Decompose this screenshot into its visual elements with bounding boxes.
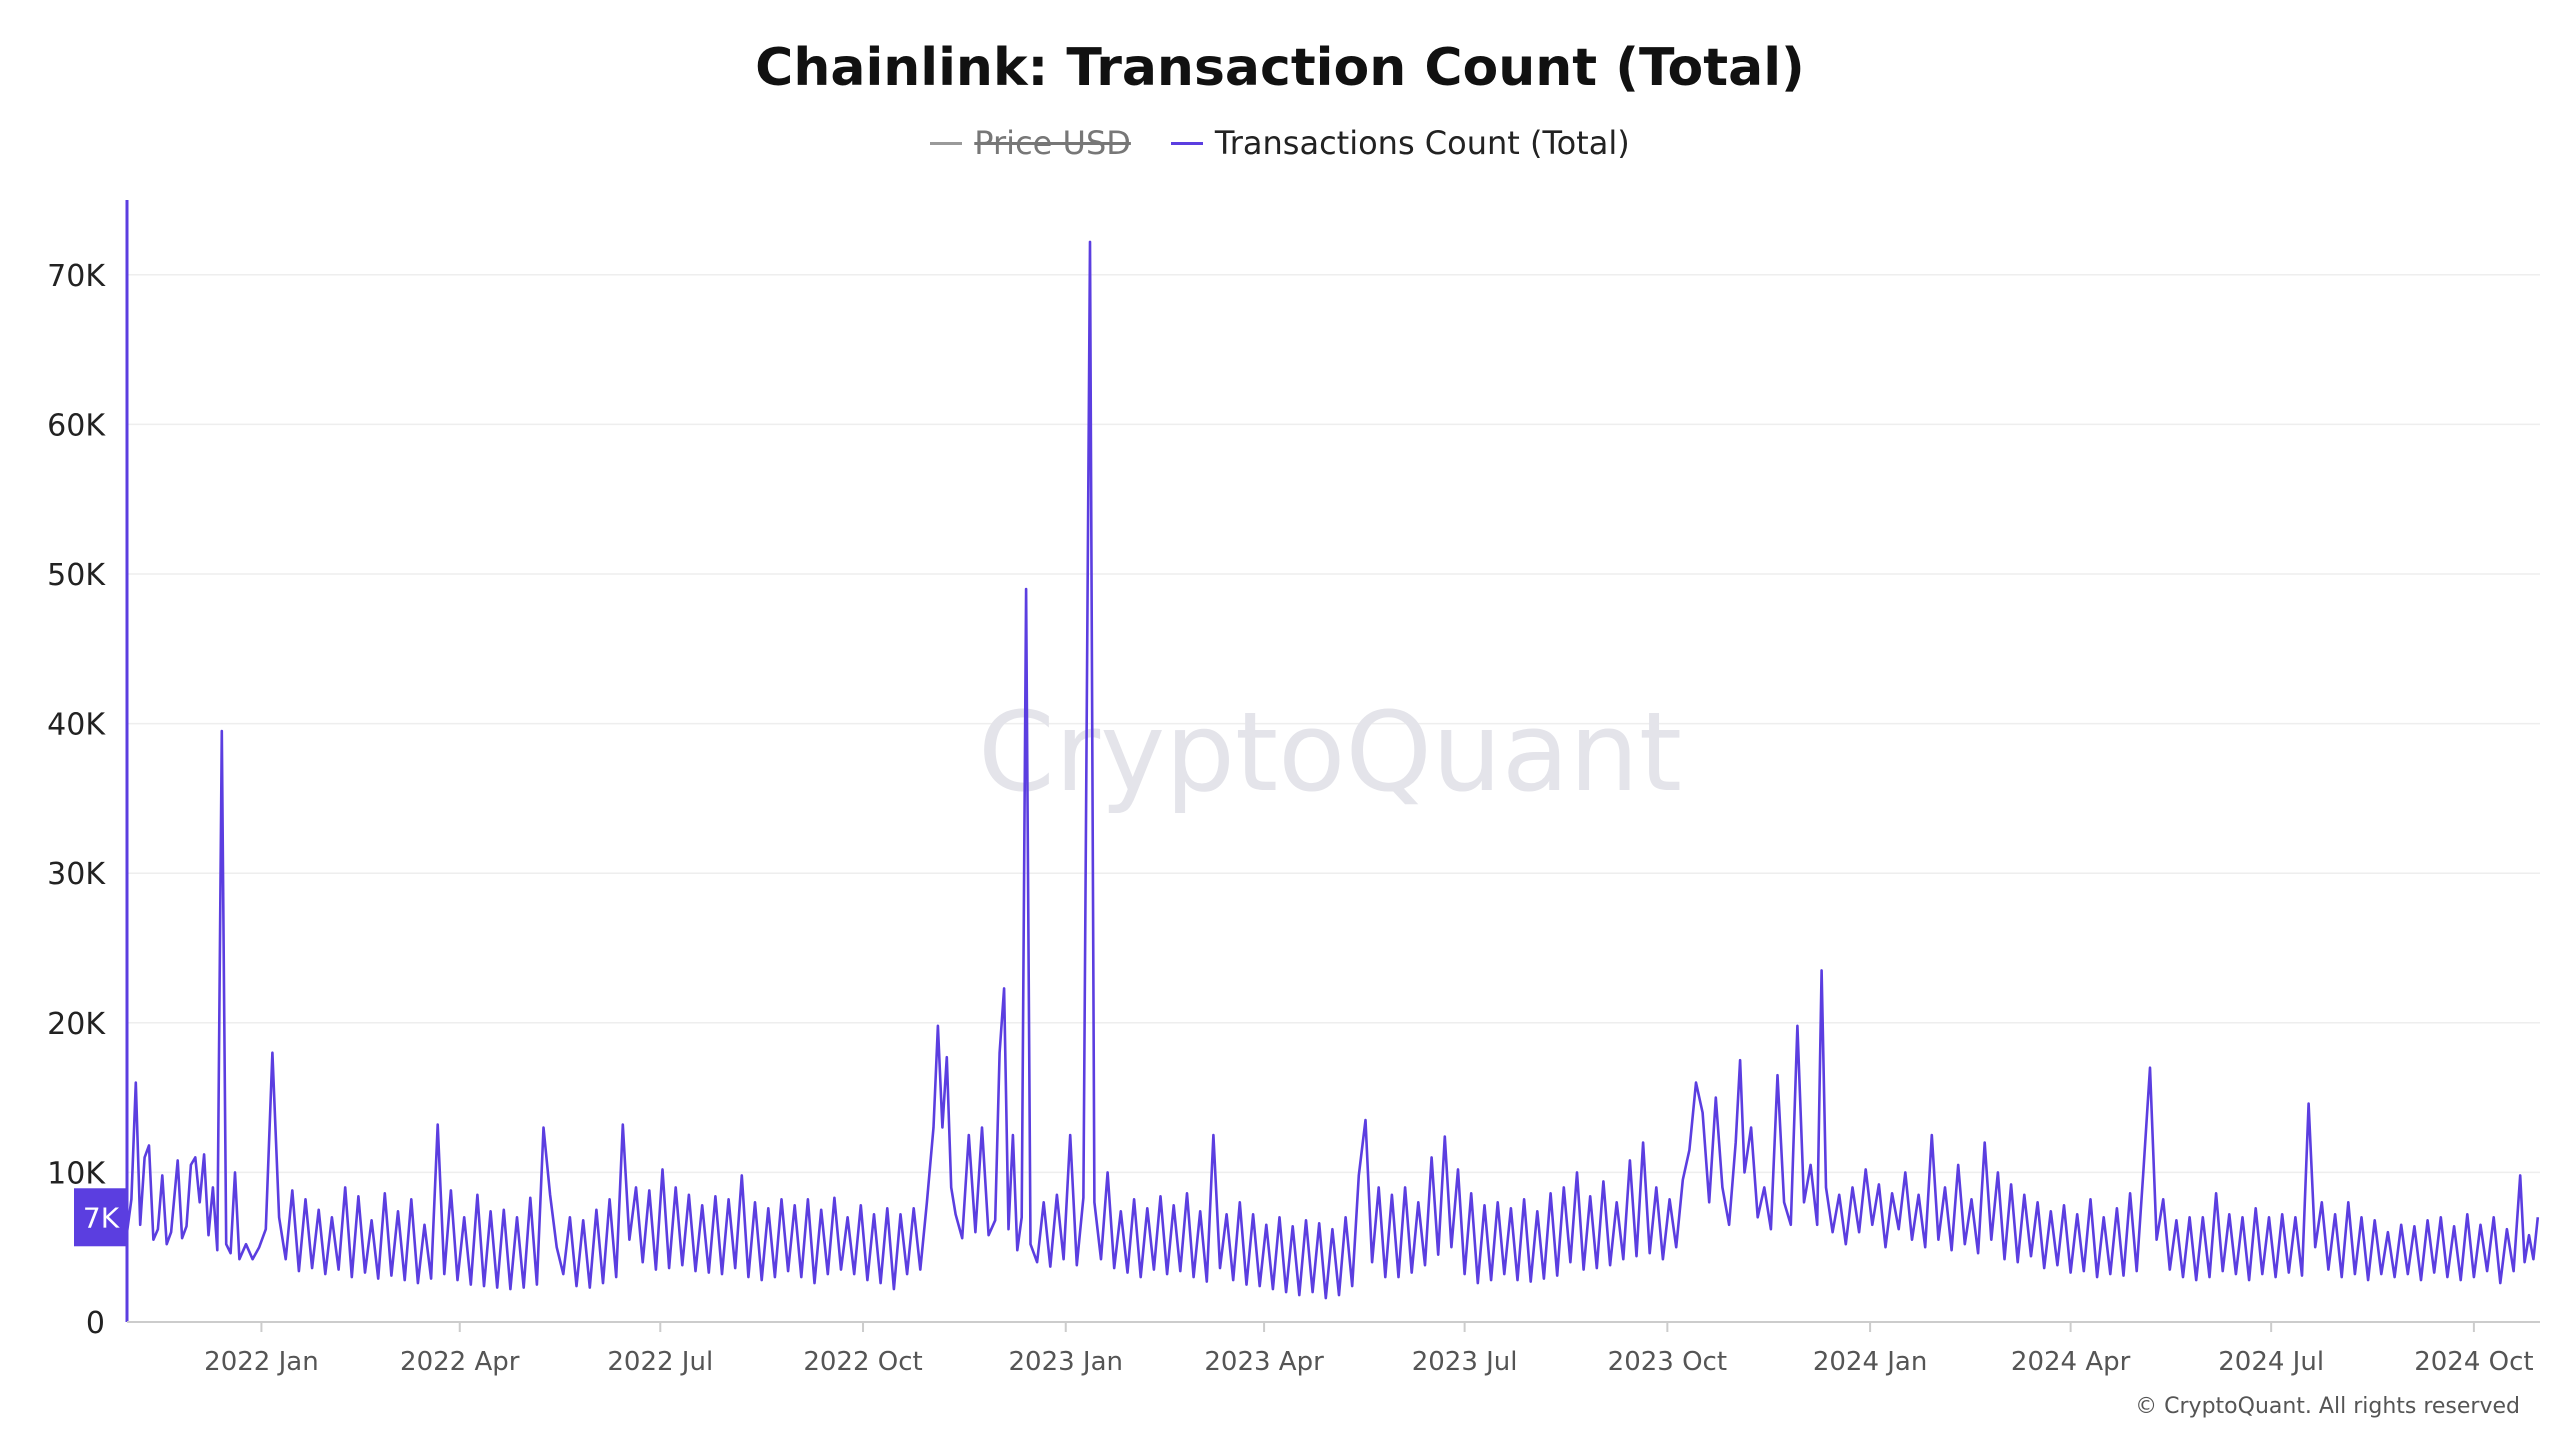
x-tick-label: 2024 Apr [2011,1347,2131,1377]
legend-label-price-usd: Price USD [974,124,1131,162]
legend-swatch-price-usd [930,141,963,145]
x-tick-label: 2022 Jul [607,1347,713,1377]
x-tick-label: 2023 Jul [1412,1347,1518,1377]
current-value-badge-bg [74,1188,128,1247]
legend-swatch-transactions-count [1170,141,1203,145]
y-tick-label: 40K [47,708,106,743]
x-tick-label: 2024 Jan [1813,1347,1928,1377]
y-tick-label: 60K [47,408,106,443]
x-tick-label: 2022 Apr [400,1347,520,1377]
current-value-badge-label: 7K [83,1201,120,1234]
legend-label-transactions-count: Transactions Count (Total) [1214,124,1630,162]
legend: Price USD Transactions Count (Total) [0,124,2560,162]
x-tick-label: 2022 Jan [204,1347,319,1377]
x-tick-label: 2024 Oct [2414,1347,2533,1377]
grid-lines [127,274,2540,1174]
y-tick-label: 20K [47,1007,106,1042]
legend-item-transactions-count[interactable]: Transactions Count (Total) [1170,124,1630,162]
x-tick-label: 2024 Jul [2218,1347,2324,1377]
x-axis: 2022 Jan 2022 Apr 2022 Jul 2022 Oct 2023 Jan… [204,1322,2534,1377]
watermark: CryptoQuant [978,688,1682,816]
legend-item-price-usd[interactable]: Price USD [930,124,1131,162]
series-line-transactions-count [125,240,2540,1300]
copyright-notice: © CryptoQuant. All rights reserved [2135,1394,2520,1419]
x-tick-label: 2022 Oct [803,1347,922,1377]
y-tick-label: 0 [86,1306,105,1341]
x-tick-label: 2023 Apr [1204,1347,1324,1377]
y-tick-label: 70K [47,259,106,294]
y-tick-label: 10K [47,1156,106,1191]
x-tick-label: 2023 Oct [1608,1347,1727,1377]
y-tick-label: 50K [47,558,106,593]
y-axis: 0 10K 20K 30K 40K 50K 60K 70K [47,259,106,1341]
current-value-badge: 7K [74,1188,128,1247]
x-tick-label: 2023 Jan [1008,1347,1123,1377]
chart-title: Chainlink: Transaction Count (Total) [755,38,1805,98]
y-tick-label: 30K [47,857,106,892]
